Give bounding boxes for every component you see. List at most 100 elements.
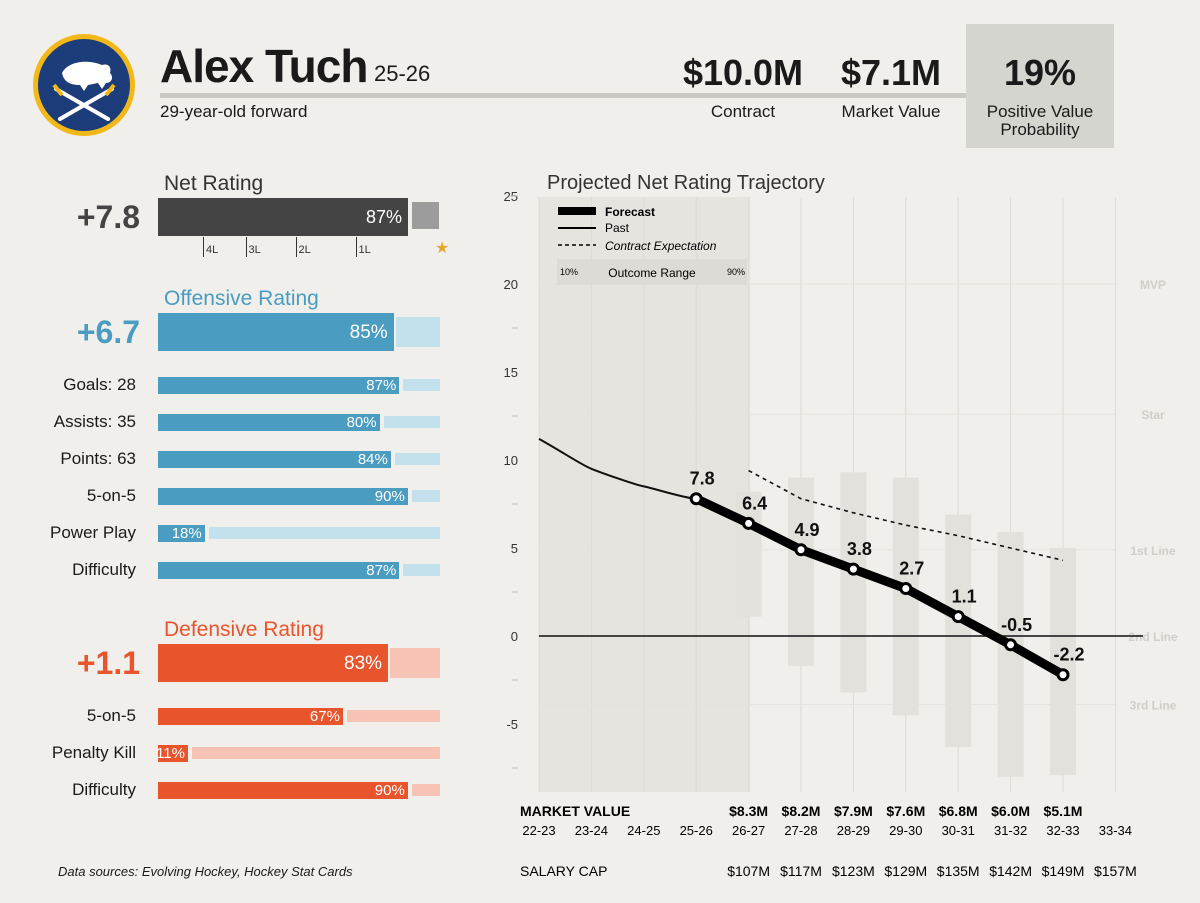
forecast-point <box>689 492 703 506</box>
y-tick-label: 20 <box>504 277 518 292</box>
defense-row-remainder <box>411 784 440 796</box>
market-value-label: Market Value <box>841 102 941 121</box>
net-tick <box>245 237 247 257</box>
tier-label: Star <box>1141 408 1165 422</box>
forecast-point <box>742 516 756 530</box>
x-tick-label: 32-33 <box>1046 823 1079 838</box>
market-value-cell: $8.2M <box>782 803 821 819</box>
legend-range-low: 10% <box>560 267 578 277</box>
net-tick <box>295 237 297 257</box>
net-tick <box>203 237 204 257</box>
defense-row-pct: 11% <box>156 745 185 762</box>
x-tick-label: 28-29 <box>837 823 870 838</box>
offense-row-remainder <box>411 490 440 502</box>
offense-row-pct: 18% <box>171 525 202 542</box>
defense-row-pct: 90% <box>374 782 405 799</box>
defense-bar-fill: 83% <box>158 644 389 682</box>
salary-cap-cell: $129M <box>884 863 927 879</box>
salary-cap-cell: $142M <box>989 863 1032 879</box>
offense-row-remainder <box>394 453 440 465</box>
offense-row-bar: 18% <box>158 525 205 542</box>
defense-row-pct: 67% <box>309 708 340 725</box>
forecast-value-label: 6.4 <box>742 493 767 513</box>
offense-bar-remainder <box>395 317 440 347</box>
tier-label: 2nd Line <box>1128 630 1178 644</box>
legend-past-label: Past <box>605 221 630 235</box>
tier-label: 3rd Line <box>1130 699 1177 713</box>
forecast-point <box>1004 638 1018 652</box>
forecast-line <box>694 494 1066 679</box>
offensive-rating-title: Offensive Rating <box>164 287 319 310</box>
offense-row-remainder <box>383 416 440 428</box>
past-period-shade <box>539 197 751 792</box>
forecast-value-label: 2.7 <box>899 558 924 578</box>
defense-row-remainder <box>192 747 440 759</box>
player-description: 29-year-old forward <box>160 102 308 121</box>
x-tick-label: 23-24 <box>575 823 608 838</box>
forecast-value-label: 7.8 <box>690 469 715 489</box>
forecast-value-label: -0.5 <box>1001 615 1032 635</box>
offensive-rating-value: +6.7 <box>76 314 140 350</box>
x-tick-label: 33-34 <box>1099 823 1132 838</box>
x-tick-label: 25-26 <box>680 823 713 838</box>
net-rating-value: +7.8 <box>76 199 140 235</box>
defense-row-bar: 11% <box>156 745 188 762</box>
net-tick-label: 1L <box>358 244 371 256</box>
market-value-cell: $5.1M <box>1044 803 1083 819</box>
offense-row-label: Power Play <box>50 523 136 542</box>
y-tick-label: 25 <box>504 189 518 204</box>
salary-cap-cell: $117M <box>780 863 822 879</box>
defense-bar-remainder <box>390 648 440 678</box>
season-label: 25-26 <box>374 61 431 86</box>
y-tick-label: 15 <box>504 365 518 380</box>
defense-row-label: Difficulty <box>72 780 136 799</box>
offense-row-pct: 80% <box>346 414 377 431</box>
header-divider <box>160 93 968 98</box>
market-value-cell: $6.8M <box>939 803 978 819</box>
contract-value: $10.0M <box>682 52 804 93</box>
offense-row-label: 5-on-5 <box>86 486 136 505</box>
x-tick-label: 31-32 <box>994 823 1027 838</box>
outcome-range-bar <box>735 491 762 617</box>
salary-cap-cell: $107M <box>727 863 770 879</box>
market-value-row-label: MARKET VALUE <box>520 803 630 819</box>
defense-bar-pct: 83% <box>344 653 383 674</box>
market-value-cell: $7.6M <box>886 803 925 819</box>
defensive-rating-value: +1.1 <box>76 645 140 681</box>
salary-cap-cell: $135M <box>937 863 980 879</box>
positive-value-label: Positive Value Probability <box>986 102 1094 139</box>
legend-contract-label: Contract Expectation <box>605 239 717 253</box>
legend-forecast-label: Forecast <box>605 205 655 219</box>
offense-row-remainder <box>403 564 440 576</box>
offense-row-pct: 90% <box>374 488 405 505</box>
net-rating-bar: 87% <box>158 198 408 236</box>
forecast-value-label: -2.2 <box>1053 645 1084 665</box>
contract-label: Contract <box>710 102 776 121</box>
star-icon: ★ <box>435 240 450 257</box>
salary-cap-cell: $157M <box>1094 863 1137 879</box>
forecast-value-label: 1.1 <box>952 587 977 607</box>
data-source-note: Data sources: Evolving Hockey, Hockey St… <box>58 864 353 879</box>
offense-row-remainder <box>403 379 440 391</box>
forecast-point <box>899 581 913 595</box>
offense-bar-fill: 85% <box>158 313 394 351</box>
offense-row-bar: 84% <box>158 451 391 468</box>
contract-expectation-line <box>748 469 1064 562</box>
offense-row-label: Difficulty <box>72 560 136 579</box>
defense-row-bar: 67% <box>158 708 343 725</box>
forecast-value-label: 4.9 <box>794 520 819 540</box>
offense-row-bar: 80% <box>158 414 380 431</box>
forecast-point <box>1056 668 1070 682</box>
outcome-range-bar <box>945 514 972 747</box>
forecast-point <box>846 562 860 576</box>
sabres-logo <box>33 34 135 136</box>
y-tick-label: 5 <box>511 541 518 556</box>
y-tick-label: -5 <box>506 717 518 732</box>
salary-cap-cell: $123M <box>832 863 875 879</box>
market-value: $7.1M <box>840 52 942 93</box>
market-value-cell: $8.3M <box>729 803 768 819</box>
market-value-cell: $7.9M <box>834 803 873 819</box>
positive-value-probability: 19% <box>1003 52 1077 93</box>
offense-row-label: Points: 63 <box>60 449 136 468</box>
legend-outcome-range-label: Outcome Range <box>608 266 696 280</box>
